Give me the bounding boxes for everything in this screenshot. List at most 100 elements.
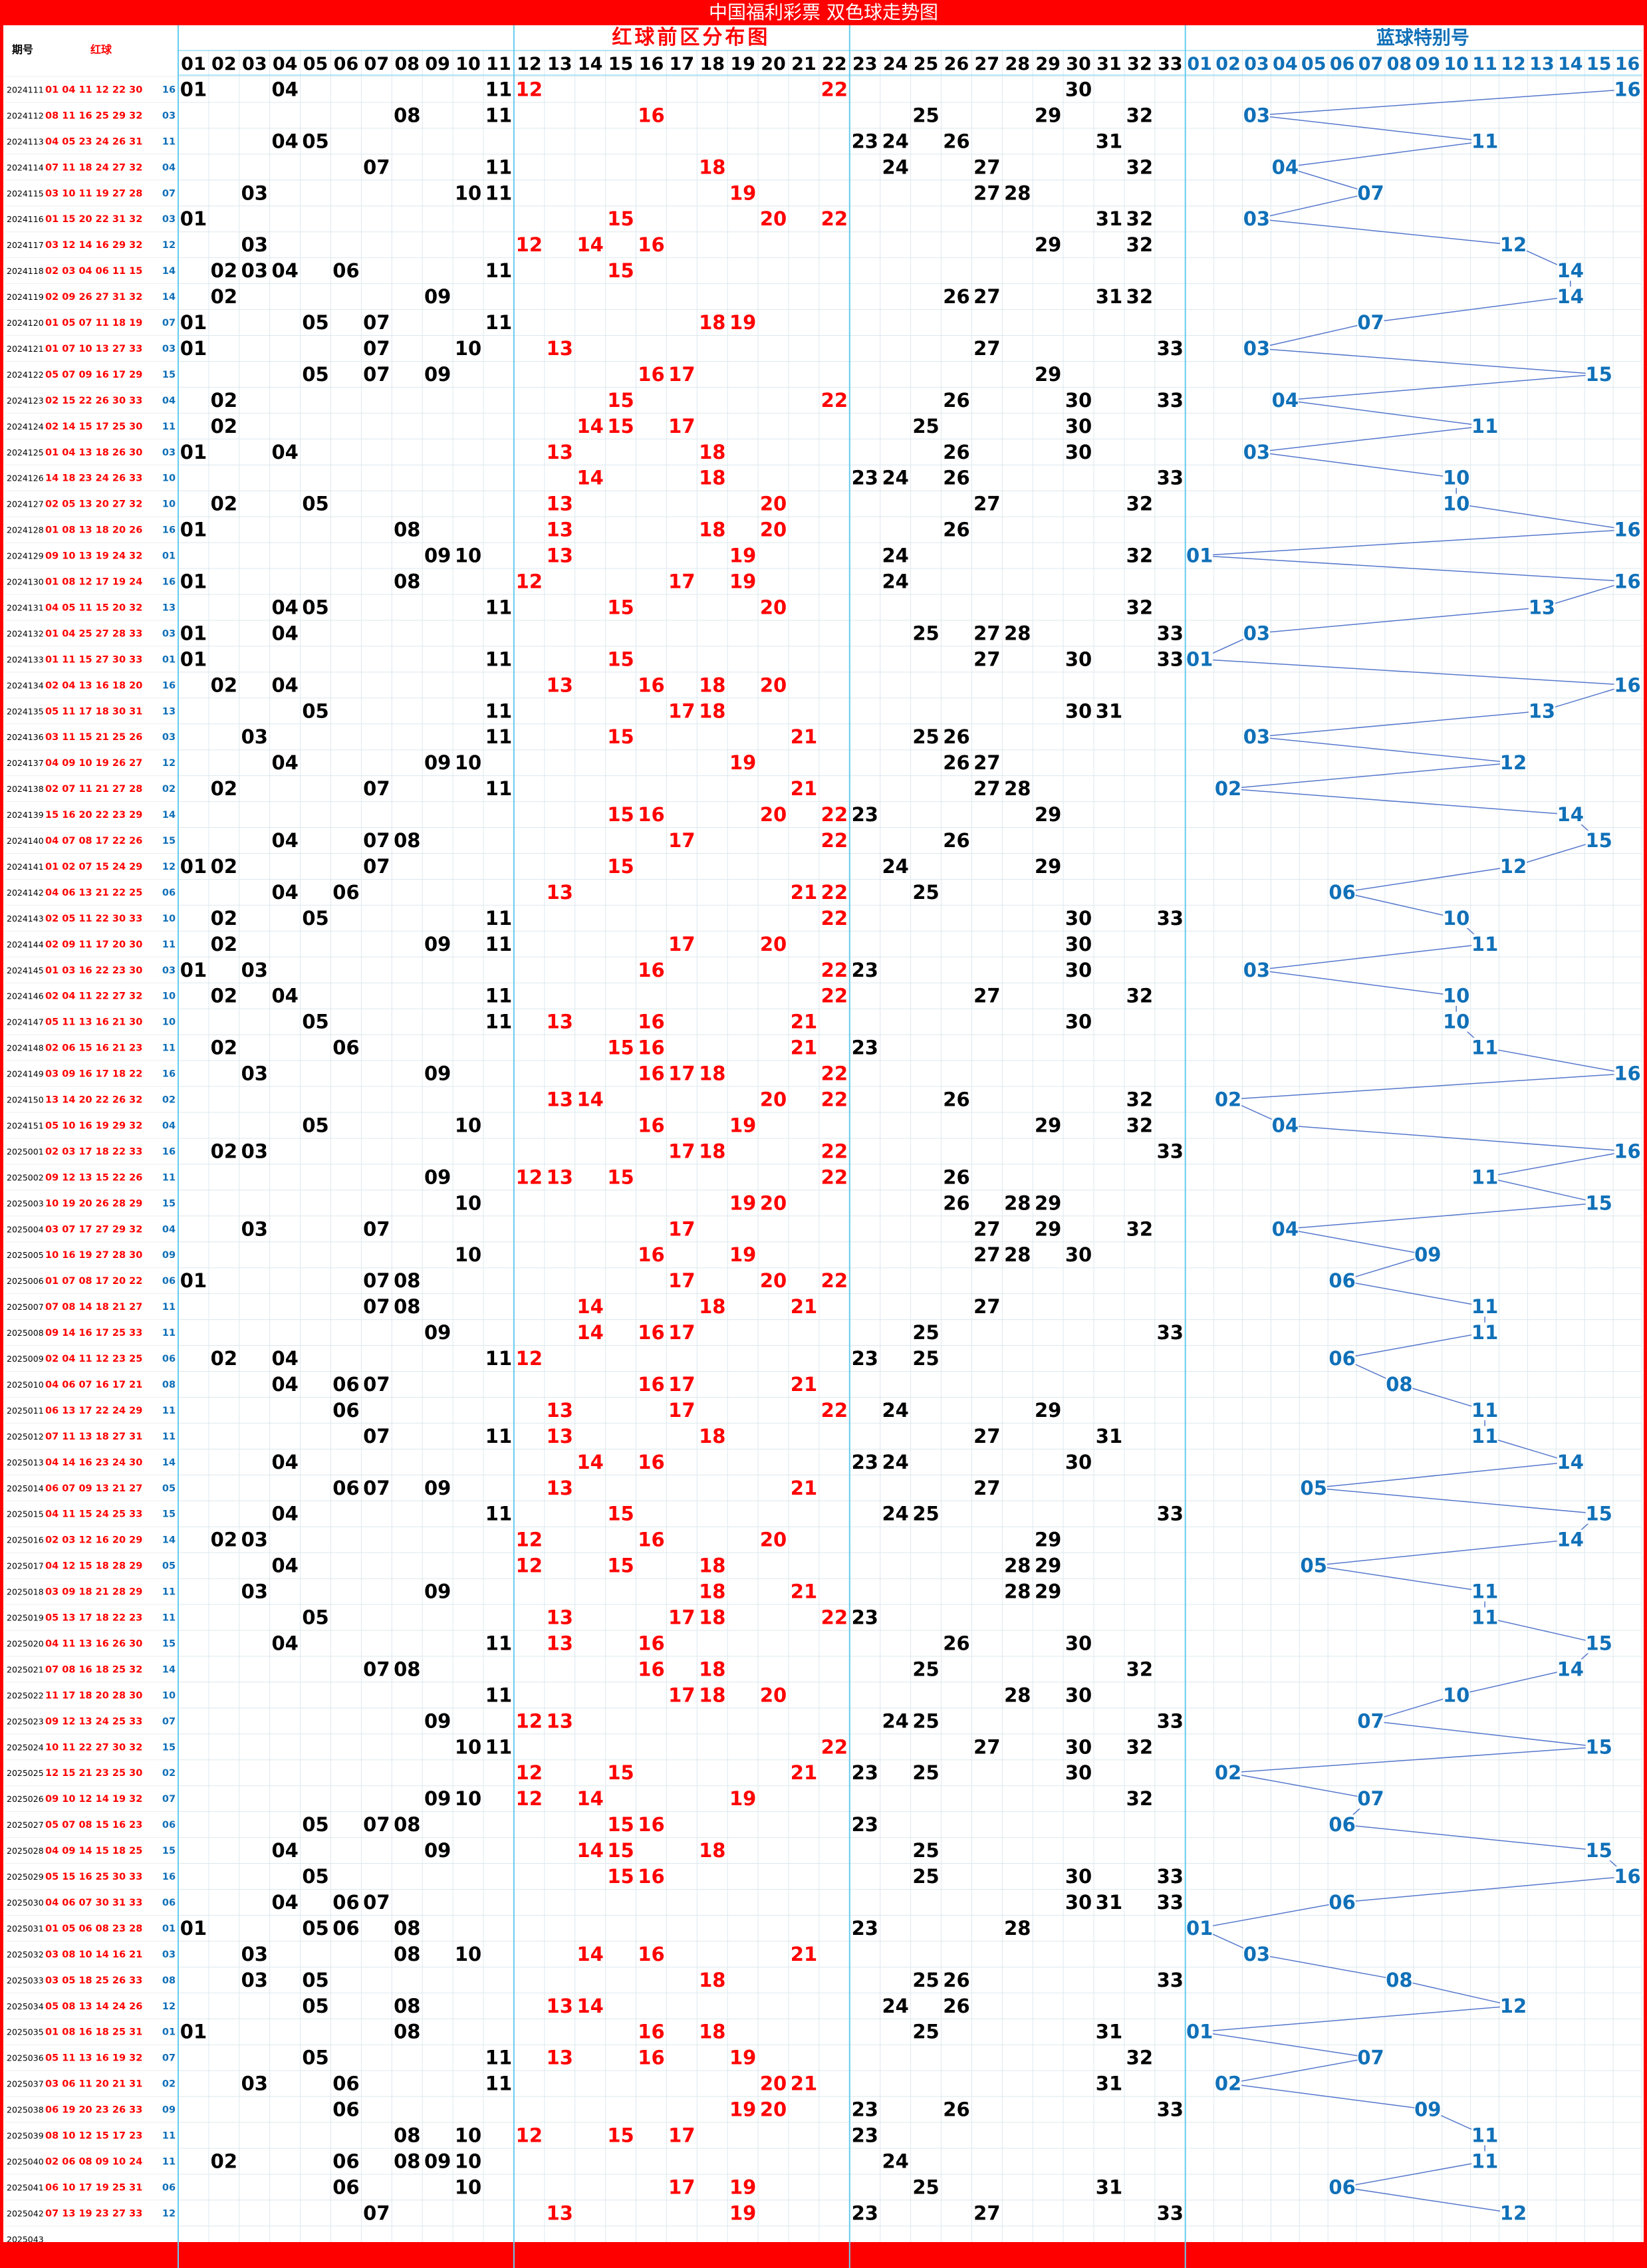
red-ball-mark: 27 — [973, 493, 1000, 515]
red-ball-mark: 26 — [943, 751, 969, 774]
table-row: 2025043 — [7, 2234, 44, 2244]
red-ball-mark: 27 — [973, 751, 1000, 774]
red-column-label: 04 — [273, 54, 298, 74]
blue-mark-bg — [1357, 183, 1384, 203]
blue-ball-value: 06 — [162, 1898, 176, 1908]
blue-mark-bg — [1585, 1193, 1612, 1213]
blue-ball-value: 06 — [162, 888, 176, 898]
red-ball-mark: 01 — [180, 519, 207, 541]
blue-ball-value: 02 — [162, 784, 176, 795]
red-ball-mark: 03 — [241, 959, 268, 981]
blue-mark-bg — [1243, 105, 1270, 126]
red-ball-mark: 30 — [1065, 441, 1092, 463]
blue-mark-bg — [1557, 261, 1584, 281]
table-row: 2024117 03 12 14 16 29 32 12 03 12 14 16 29 32 — [7, 233, 1153, 256]
red-ball-mark: 03 — [241, 182, 268, 204]
blue-ball-value: 09 — [162, 1250, 176, 1261]
red-ball-mark: 11 — [485, 1011, 512, 1033]
red-ball-mark: 22 — [821, 1735, 848, 1758]
red-ball-list: 02 05 13 20 27 32 — [45, 499, 142, 510]
blue-ball-value: 16 — [162, 1069, 176, 1080]
red-ball-mark: 06 — [332, 1037, 359, 1059]
blue-ball-mark: 12 — [1500, 751, 1527, 774]
red-ball-mark: 04 — [271, 1503, 298, 1525]
blue-mark-bg — [1271, 1115, 1299, 1136]
red-ball-mark: 27 — [973, 182, 1000, 204]
red-ball-mark: 27 — [973, 1295, 1000, 1318]
issue-number: 2024129 — [7, 551, 44, 561]
red-ball-list: 12 15 21 23 25 30 — [45, 1768, 142, 1779]
table-row: 2024120 01 05 07 11 18 19 07 01 05 07 11 18 19 — [7, 311, 756, 334]
red-ball-mark: 20 — [760, 674, 787, 696]
red-ball-mark: 22 — [821, 78, 848, 100]
red-ball-mark: 20 — [760, 1684, 787, 1706]
red-ball-mark: 27 — [973, 648, 1000, 670]
blue-ball-value: 07 — [162, 318, 176, 328]
red-ball-mark: 02 — [211, 907, 237, 930]
blue-mark-bg — [1243, 1944, 1270, 1964]
red-ball-mark: 16 — [638, 1011, 664, 1033]
blue-ball-value: 12 — [162, 758, 176, 769]
red-ball-mark: 16 — [638, 1373, 664, 1396]
blue-ball-value: 06 — [162, 2182, 176, 2193]
red-ball-mark: 19 — [729, 1243, 756, 1266]
blue-mark-bg — [1243, 727, 1270, 747]
red-ball-mark: 33 — [1157, 1503, 1184, 1525]
blue-ball-value: 02 — [162, 1095, 176, 1106]
red-column-label: 26 — [944, 54, 969, 74]
red-ball-mark: 07 — [363, 1373, 390, 1396]
blue-column-label: 14 — [1558, 54, 1583, 74]
red-ball-mark: 24 — [882, 130, 908, 152]
red-ball-list: 05 08 13 14 24 26 — [45, 2001, 142, 2012]
blue-ball-value: 03 — [162, 1950, 176, 1960]
table-row: 2024141 01 02 07 15 24 29 12 01 02 07 15 24 29 — [7, 855, 1061, 878]
red-ball-list: 06 10 17 19 25 31 — [45, 2182, 142, 2193]
red-ball-list: 09 12 13 15 22 26 — [45, 1172, 142, 1183]
blue-ball-mark: 12 — [1500, 233, 1527, 256]
red-ball-mark: 11 — [485, 699, 512, 722]
red-ball-mark: 27 — [973, 1425, 1000, 1448]
red-ball-mark: 25 — [912, 1503, 939, 1525]
blue-ball-mark: 12 — [1500, 2202, 1527, 2224]
issue-number: 2024115 — [7, 188, 44, 198]
red-ball-mark: 13 — [547, 519, 573, 541]
red-ball-mark: 03 — [241, 1063, 268, 1085]
red-column-label: 32 — [1127, 54, 1152, 74]
red-ball-mark: 05 — [302, 2047, 328, 2069]
issue-number: 2024138 — [7, 784, 44, 794]
blue-zone-header: 蓝球特别号 — [1376, 27, 1469, 49]
red-ball-mark: 07 — [363, 1217, 390, 1240]
red-ball-list: 07 08 14 18 21 27 — [45, 1302, 142, 1313]
red-ball-mark: 13 — [547, 493, 573, 515]
table-row: 2025011 06 13 17 22 24 29 11 06 13 17 22 24 29 — [7, 1399, 1061, 1422]
red-ball-mark: 28 — [1004, 1580, 1031, 1603]
red-column-label: 27 — [975, 54, 1000, 74]
red-ball-mark: 13 — [547, 2047, 573, 2069]
red-ball-mark: 21 — [791, 1373, 817, 1396]
issue-number: 2025034 — [7, 2001, 44, 2011]
red-ball-mark: 08 — [394, 104, 420, 126]
red-ball-mark: 02 — [211, 1037, 237, 1059]
red-ball-mark: 32 — [1126, 1658, 1153, 1680]
blue-ball-value: 11 — [162, 136, 176, 147]
red-ball-list: 07 08 16 18 25 32 — [45, 1664, 142, 1675]
blue-mark-bg — [1614, 519, 1641, 540]
red-ball-mark: 11 — [485, 648, 512, 670]
red-ball-list: 02 03 12 16 20 29 — [45, 1535, 142, 1546]
blue-ball-value: 11 — [162, 1043, 176, 1054]
table-row: 2025031 01 05 06 08 23 28 01 01 05 06 08 23 28 — [7, 1917, 1031, 1940]
red-ball-mark: 02 — [211, 285, 237, 308]
red-ball-mark: 20 — [760, 519, 787, 541]
red-ball-mark: 08 — [394, 1658, 420, 1680]
blue-ball-value: 07 — [162, 1716, 176, 1727]
red-ball-mark: 03 — [241, 725, 268, 748]
blue-mark-bg — [1585, 1737, 1612, 1757]
blue-mark-bg — [1329, 2177, 1356, 2198]
red-ball-mark: 30 — [1065, 415, 1092, 438]
red-ball-mark: 04 — [271, 829, 298, 852]
red-ball-mark: 20 — [760, 207, 787, 230]
red-ball-mark: 24 — [882, 1503, 908, 1525]
blue-mark-bg — [1557, 1451, 1584, 1472]
issue-number: 2025016 — [7, 1535, 44, 1545]
